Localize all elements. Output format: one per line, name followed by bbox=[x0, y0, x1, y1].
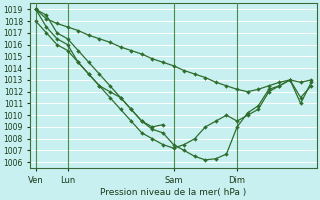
X-axis label: Pression niveau de la mer( hPa ): Pression niveau de la mer( hPa ) bbox=[100, 188, 247, 197]
